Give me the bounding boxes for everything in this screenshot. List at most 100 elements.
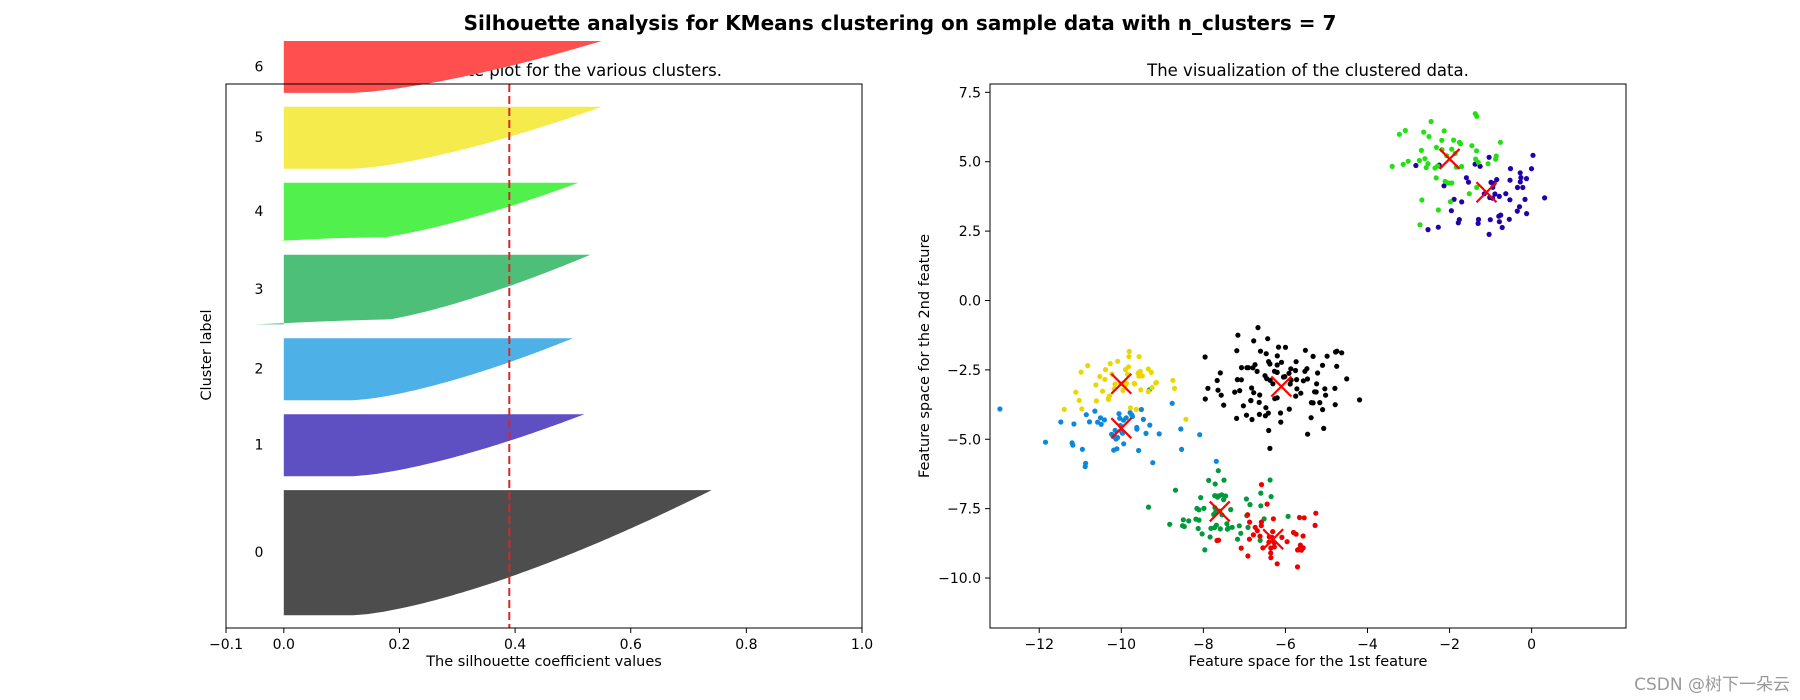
silhouette-band-2 [283, 338, 573, 401]
scatter-point [1250, 532, 1256, 538]
scatter-y-ticks: 7.5 5.0 2.5 0.0 −2.5 −5.0 −7.5 −10.0 [938, 85, 990, 587]
x-tick-label: 0.2 [388, 637, 410, 653]
scatter-point [1425, 161, 1431, 167]
scatter-point [1293, 393, 1299, 399]
scatter-point [1300, 378, 1306, 384]
scatter-point [1215, 468, 1221, 474]
scatter-point [1107, 361, 1113, 367]
x-tick-label: 0.4 [504, 637, 526, 653]
scatter-point [1320, 407, 1326, 413]
scatter-point [1475, 220, 1481, 226]
cluster-scatter-plot: The visualization of the clustered data.… [917, 61, 1627, 670]
scatter-point [1214, 537, 1220, 544]
scatter-point [1148, 369, 1154, 375]
scatter-point [1528, 166, 1535, 172]
scatter-point [1245, 512, 1251, 518]
scatter-point [1473, 148, 1480, 154]
scatter-point [1274, 395, 1280, 401]
scatter-point [1143, 430, 1149, 436]
scatter-point [1417, 222, 1423, 228]
scatter-point [1217, 370, 1223, 376]
x-tick-label: −0.1 [209, 637, 243, 653]
scatter-point [1156, 431, 1162, 437]
scatter-point [1433, 144, 1439, 150]
scatter-point [1428, 118, 1434, 125]
scatter-y-label: Feature space for the 2nd feature [917, 234, 933, 478]
scatter-point [1315, 370, 1321, 376]
silhouette-bands: 0 1 2 3 4 5 6 [255, 41, 712, 628]
scatter-point [1274, 362, 1280, 368]
scatter-point [1517, 170, 1523, 176]
silhouette-y-label: Cluster label [199, 309, 215, 400]
scatter-point [1215, 387, 1221, 393]
scatter-point [1317, 400, 1323, 406]
scatter-point [1138, 387, 1144, 393]
scatter-point [1268, 555, 1274, 561]
scatter-point [1441, 183, 1447, 189]
scatter-point [1099, 388, 1106, 394]
scatter-point [1145, 366, 1151, 372]
scatter-point [1530, 152, 1536, 158]
watermark: CSDN @树下一朵云 [1634, 675, 1790, 695]
scatter-point [1262, 373, 1268, 379]
scatter-point [1280, 374, 1287, 380]
scatter-point [1507, 177, 1513, 183]
silhouette-x-label: The silhouette coefficient values [425, 654, 662, 670]
scatter-point [1293, 531, 1299, 537]
scatter-point [1435, 163, 1441, 169]
scatter-point [1425, 227, 1431, 233]
scatter-point [1514, 184, 1521, 191]
scatter-point [1221, 402, 1227, 408]
cluster-label-5: 5 [255, 130, 264, 146]
scatter-point [1507, 166, 1514, 172]
scatter-point [1449, 180, 1455, 186]
x-tick-label: 0 [1527, 637, 1536, 653]
scatter-point [1448, 208, 1454, 214]
y-tick-label: 5.0 [959, 155, 981, 171]
scatter-point [1256, 411, 1262, 417]
scatter-point [1304, 376, 1311, 382]
scatter-point [1266, 359, 1272, 365]
scatter-point [1474, 184, 1480, 190]
scatter-point [1278, 359, 1285, 365]
x-tick-label: −10 [1107, 637, 1137, 653]
scatter-point [1308, 400, 1314, 406]
scatter-point [1136, 447, 1142, 454]
scatter-point [1122, 366, 1129, 373]
scatter-point [1116, 411, 1122, 417]
scatter-point [1435, 224, 1441, 230]
scatter-point [1150, 460, 1156, 466]
scatter-point [1506, 216, 1512, 222]
cluster-label-0: 0 [255, 545, 264, 561]
scatter-point [1274, 353, 1280, 359]
scatter-point [1288, 366, 1294, 372]
scatter-point [1292, 367, 1299, 374]
scatter-point [1426, 134, 1432, 140]
scatter-point [1238, 530, 1244, 536]
scatter-point [1250, 365, 1256, 371]
scatter-point [1294, 377, 1300, 383]
scatter-point [1234, 536, 1241, 542]
scatter-point [1131, 381, 1138, 387]
scatter-point [1339, 350, 1345, 356]
scatter-point [1302, 347, 1308, 353]
scatter-point [1494, 177, 1500, 183]
scatter-point [1249, 385, 1255, 391]
scatter-point [1263, 405, 1269, 411]
scatter-point [1297, 542, 1303, 548]
scatter-point [1267, 445, 1273, 451]
scatter-point [1234, 377, 1240, 383]
scatter-point [1435, 207, 1441, 213]
scatter-point [1218, 392, 1224, 398]
scatter-point [1251, 390, 1257, 396]
scatter-point [1520, 184, 1526, 191]
scatter-point [1102, 367, 1109, 373]
scatter-point [1147, 422, 1153, 428]
scatter-point [1322, 386, 1328, 392]
y-tick-label: −7.5 [947, 502, 981, 518]
scatter-point [1498, 212, 1504, 218]
scatter-point [1496, 219, 1502, 225]
scatter-point [1474, 113, 1480, 119]
scatter-point [1314, 381, 1320, 387]
